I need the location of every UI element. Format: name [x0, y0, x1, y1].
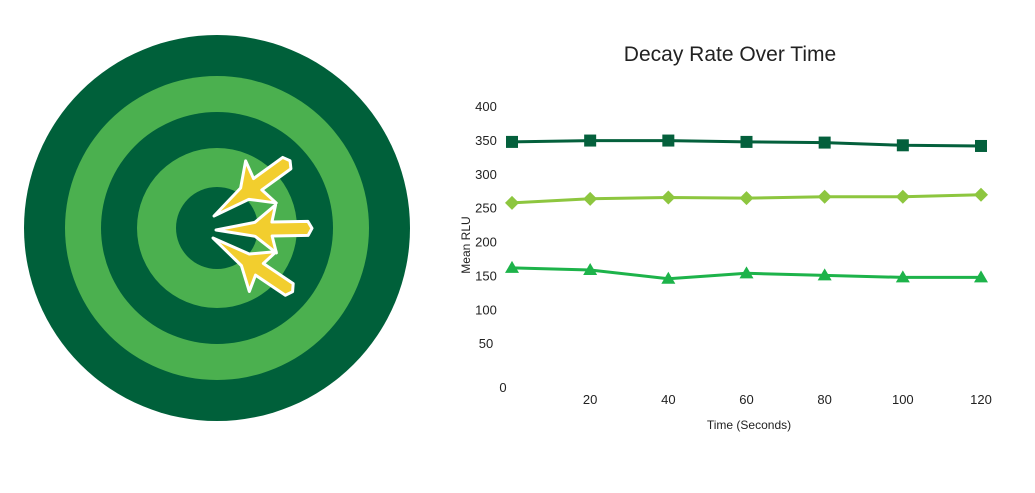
- data-point-diamond: [505, 195, 519, 210]
- x-axis-label: Time (Seconds): [707, 418, 791, 432]
- data-point-triangle: [895, 270, 910, 283]
- data-point-square: [506, 135, 518, 148]
- darts-icon: [211, 155, 314, 297]
- dartboard-icon: [24, 35, 410, 421]
- data-point-diamond: [661, 190, 676, 205]
- y-tick-label: 250: [475, 201, 497, 216]
- x-axis-ticks: 20 40 60 80 100 120: [583, 392, 992, 407]
- data-point-diamond: [974, 187, 988, 202]
- data-point-square: [740, 135, 753, 148]
- series-triangle: [505, 260, 988, 284]
- dart-icon: [214, 203, 314, 255]
- data-point-triangle: [974, 270, 988, 283]
- data-point-square: [975, 139, 987, 152]
- line-chart: Decay Rate Over Time 5010015020025030035…: [459, 43, 992, 432]
- data-point-diamond: [739, 191, 754, 206]
- y-tick-label: 100: [475, 302, 497, 317]
- data-point-square: [896, 139, 909, 152]
- y-tick-label: 200: [475, 235, 497, 250]
- series-diamond: [505, 187, 988, 210]
- x-tick-label: 20: [583, 392, 597, 407]
- data-point-square: [818, 136, 831, 149]
- data-point-diamond: [817, 189, 832, 204]
- data-point-triangle: [739, 266, 754, 279]
- y-axis-label: Mean RLU: [459, 216, 473, 273]
- y-axis-ticks: 50 100 150 200 250 300 350 400: [475, 99, 497, 351]
- y-tick-label: 50: [479, 336, 493, 351]
- y-tick-label: 400: [475, 99, 497, 114]
- y-tick-label: 0: [499, 380, 506, 395]
- y-tick-label: 150: [475, 268, 497, 283]
- x-tick-label: 80: [817, 392, 831, 407]
- dart-icon: [211, 236, 295, 297]
- data-point-triangle: [583, 262, 598, 275]
- y-tick-label: 300: [475, 167, 497, 182]
- y-tick-label: 350: [475, 133, 497, 148]
- dart-icon: [212, 155, 293, 218]
- series-layer: [505, 134, 988, 284]
- chart-title: Decay Rate Over Time: [624, 43, 836, 66]
- x-tick-label: 60: [739, 392, 753, 407]
- data-point-square: [662, 134, 675, 147]
- data-point-triangle: [817, 268, 832, 281]
- x-tick-label: 100: [892, 392, 914, 407]
- data-point-triangle: [505, 260, 519, 273]
- data-point-diamond: [895, 189, 910, 204]
- x-tick-label: 40: [661, 392, 675, 407]
- x-tick-label: 120: [970, 392, 992, 407]
- data-point-triangle: [661, 271, 676, 284]
- data-point-square: [584, 134, 597, 147]
- series-square: [506, 134, 987, 152]
- data-point-diamond: [583, 191, 598, 206]
